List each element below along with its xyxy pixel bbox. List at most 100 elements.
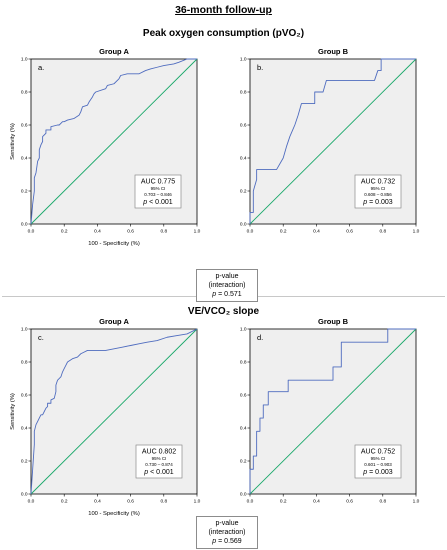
chart-title: Group A: [99, 47, 129, 56]
auc-value: AUC 0.802: [142, 449, 176, 456]
x-tick-label: 0.2: [280, 499, 287, 505]
y-tick-label: 1.0: [240, 327, 247, 333]
pvalue-title: p-value: [215, 520, 239, 527]
reference-diagonal-line: [249, 58, 417, 225]
x-tick-label: 0.6: [127, 499, 134, 505]
y-tick-label: 0.6: [240, 123, 247, 129]
x-tick-label: 0.0: [247, 499, 254, 505]
pvalue-number: = 0.569: [218, 538, 242, 545]
y-tick-label: 0.4: [21, 426, 28, 432]
y-axis-label: Sensitivity (%): [10, 393, 16, 430]
ci-range: 0.703 – 0.846: [144, 192, 172, 197]
auc-p-label: p: [362, 199, 367, 206]
x-tick-label: 0.0: [28, 499, 35, 505]
auc-p-number: = 0.003: [367, 469, 393, 476]
x-tick-label: 1.0: [194, 229, 201, 235]
x-tick-label: 0.8: [379, 229, 386, 235]
chart-title: Group A: [99, 317, 129, 326]
auc-p-number: = 0.003: [367, 199, 393, 206]
pvalue-value: p = 0.571: [201, 290, 253, 299]
roc-chart-b: Group B 0.0 0.2 0.4 0.6 0.8 1.0 0.0 0.2 0.4 0.6 0.8…: [240, 47, 420, 235]
reference-diagonal-line: [249, 328, 417, 495]
y-tick-label: 1.0: [21, 57, 28, 63]
pvalue-subtitle: (interaction): [208, 282, 246, 289]
auc-p-number: < 0.001: [148, 469, 174, 476]
x-axis-label: 100 - Specificity (%): [88, 241, 140, 247]
x-tick-label: 1.0: [413, 229, 420, 235]
auc-p-label: p: [142, 199, 147, 206]
x-tick-label: 0.2: [61, 229, 68, 235]
x-tick-label: 1.0: [413, 499, 420, 505]
x-tick-label: 0.6: [346, 499, 353, 505]
panel-label: b.: [257, 63, 263, 72]
auc-annotation-box: [354, 444, 402, 479]
x-axis-label: 100 - Specificity (%): [88, 511, 140, 517]
panel-label: a.: [38, 63, 44, 72]
ci-range: 0.608 – 0.856: [364, 192, 392, 197]
auc-p-number: < 0.001: [147, 199, 173, 206]
auc-p-value: p = 0.003: [362, 469, 393, 476]
ci-range: 0.730 – 0.874: [145, 462, 173, 467]
auc-p-label: p: [143, 469, 148, 476]
y-tick-label: 1.0: [240, 57, 247, 63]
auc-annotation-box: [134, 174, 182, 209]
roc-chart-c: Group A 0.0 0.2 0.4 0.6 0.8 1.0 0.0 0.2 0.4 0.6 0.8…: [10, 317, 201, 517]
y-tick-label: 0.8: [21, 360, 28, 366]
roc-curve-line: [30, 328, 198, 495]
section-title-pvo2: Peak oxygen consumption (pVO₂): [142, 28, 305, 39]
ci-range: 0.601 – 0.903: [364, 462, 392, 467]
x-tick-label: 1.0: [194, 499, 201, 505]
roc-chart-a: Group A 0.0 0.2 0.4 0.6 0.8 1.0 0.0 0.2 0.4 0.6 0.8…: [10, 47, 201, 247]
x-tick-label: 0.4: [313, 499, 320, 505]
y-tick-label: 0.6: [21, 123, 28, 129]
reference-diagonal-line: [30, 328, 198, 495]
y-tick-label: 0.4: [240, 156, 247, 162]
x-tick-label: 0.0: [28, 229, 35, 235]
y-tick-label: 0.2: [240, 459, 247, 465]
panel-label: c.: [38, 333, 44, 342]
ci-label: 95% CI: [371, 456, 386, 461]
interaction-pvalue-box: p-value (interaction) p = 0.571: [196, 269, 258, 302]
x-tick-label: 0.2: [280, 229, 287, 235]
section-title-ve-vco2: VE/VCO₂ slope: [187, 306, 260, 317]
pvalue-value: p = 0.569: [201, 537, 253, 546]
ci-label: 95% CI: [151, 186, 166, 191]
reference-diagonal-line: [30, 58, 198, 225]
x-tick-label: 0.4: [313, 229, 320, 235]
auc-value: AUC 0.775: [141, 179, 175, 186]
auc-annotation-box: [135, 444, 183, 479]
auc-p-label: p: [362, 469, 367, 476]
x-tick-label: 0.2: [61, 499, 68, 505]
y-tick-label: 0.2: [240, 189, 247, 195]
y-tick-label: 0.0: [240, 492, 247, 498]
ci-label: 95% CI: [371, 186, 386, 191]
y-tick-label: 0.4: [240, 426, 247, 432]
y-tick-label: 0.8: [240, 360, 247, 366]
chart-title: Group B: [318, 47, 349, 56]
y-tick-label: 0.8: [240, 90, 247, 96]
pvalue-title: p-value: [215, 273, 239, 280]
x-tick-label: 0.0: [247, 229, 254, 235]
y-tick-label: 1.0: [21, 327, 28, 333]
roc-curve-line: [249, 58, 416, 224]
auc-p-value: p < 0.001: [142, 199, 173, 206]
auc-p-value: p < 0.001: [143, 469, 174, 476]
x-tick-label: 0.6: [127, 229, 134, 235]
roc-chart-d: Group B 0.0 0.2 0.4 0.6 0.8 1.0 0.0 0.2 0.4 0.6 0.8…: [240, 317, 420, 505]
figure-title: 36-month follow-up: [175, 4, 272, 16]
panel-label: d.: [257, 333, 263, 342]
y-tick-label: 0.2: [21, 189, 28, 195]
y-tick-label: 0.0: [21, 222, 28, 228]
interaction-pvalue-box: p-value (interaction) p = 0.569: [196, 516, 258, 549]
y-tick-label: 0.0: [240, 222, 247, 228]
roc-curve-line: [249, 328, 416, 494]
auc-annotation-box: [354, 174, 402, 209]
ci-label: 95% CI: [152, 456, 167, 461]
x-tick-label: 0.4: [94, 229, 101, 235]
auc-value: AUC 0.752: [361, 449, 395, 456]
chart-title: Group B: [318, 317, 349, 326]
x-tick-label: 0.8: [160, 229, 167, 235]
pvalue-number: = 0.571: [218, 291, 242, 298]
x-tick-label: 0.6: [346, 229, 353, 235]
y-tick-label: 0.0: [21, 492, 28, 498]
